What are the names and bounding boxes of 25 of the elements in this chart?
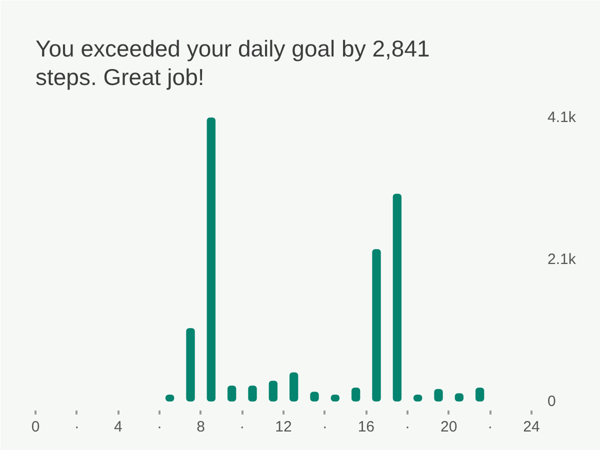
bar	[268, 380, 278, 402]
x-tick-label: 24	[523, 418, 540, 436]
bar	[248, 386, 257, 402]
y-tick-label: 4.1k	[548, 109, 576, 126]
bar	[206, 118, 216, 402]
chart-title: You exceeded your daily goal by 2,841 steps. Great job!	[36, 36, 430, 90]
bar	[227, 386, 236, 402]
y-tick-label: 2.1k	[548, 251, 576, 268]
x-tick-label: ·	[240, 418, 245, 436]
x-tick-label: 8	[196, 418, 206, 436]
x-tick-label: 0	[31, 418, 40, 436]
x-tick-label: 4	[114, 418, 122, 436]
x-tick-label: 12	[275, 418, 292, 436]
x-tick-label: 16	[358, 418, 375, 436]
x-tick-label: ·	[74, 418, 80, 436]
x-tick-label: 20	[440, 418, 458, 436]
bar	[186, 328, 195, 402]
bar	[289, 372, 298, 402]
x-tick-label: ·	[488, 418, 493, 436]
y-tick-label: 0	[548, 393, 556, 410]
bar	[372, 249, 381, 402]
x-tick-label: ·	[322, 418, 328, 436]
bar	[392, 194, 402, 402]
x-tick-label: ·	[157, 418, 162, 436]
x-tick-label: ·	[405, 418, 410, 436]
